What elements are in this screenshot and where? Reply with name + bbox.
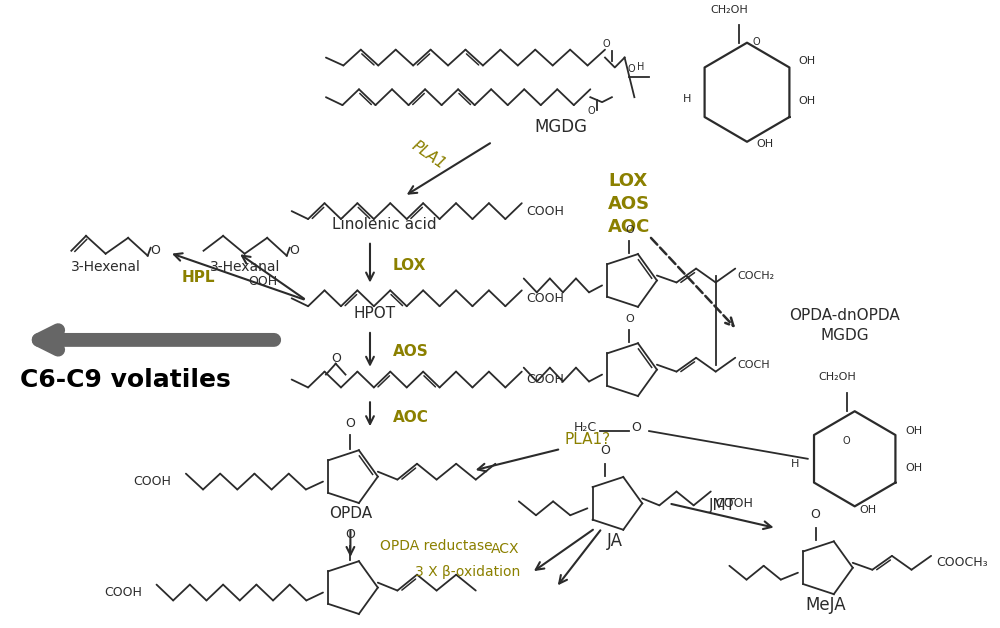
Text: O: O bbox=[628, 65, 635, 75]
Text: O: O bbox=[151, 244, 161, 257]
Text: COOH: COOH bbox=[133, 475, 171, 488]
Text: OH: OH bbox=[757, 139, 774, 149]
Text: O: O bbox=[631, 421, 641, 434]
Text: PLA1: PLA1 bbox=[409, 139, 449, 173]
Text: CH₂OH: CH₂OH bbox=[818, 372, 856, 382]
Text: O: O bbox=[331, 352, 341, 365]
Text: OOH: OOH bbox=[248, 276, 277, 288]
Text: COCH₂: COCH₂ bbox=[737, 271, 774, 281]
Text: O: O bbox=[587, 106, 595, 116]
Text: OPDA reductase: OPDA reductase bbox=[380, 539, 492, 553]
Text: MGDG: MGDG bbox=[534, 118, 587, 136]
Text: OH: OH bbox=[860, 506, 877, 516]
Text: COOH: COOH bbox=[716, 497, 754, 510]
Text: OH: OH bbox=[906, 426, 923, 436]
Text: JA: JA bbox=[607, 532, 623, 550]
Text: O: O bbox=[345, 417, 355, 430]
Text: LOX: LOX bbox=[608, 172, 647, 190]
Text: COOCH₃: COOCH₃ bbox=[936, 556, 988, 570]
Text: COOH: COOH bbox=[527, 205, 565, 218]
Text: H₂C: H₂C bbox=[574, 421, 597, 434]
Text: 3 X β-oxidation: 3 X β-oxidation bbox=[415, 565, 520, 578]
Text: CH₂OH: CH₂OH bbox=[711, 5, 748, 15]
Text: O: O bbox=[600, 444, 610, 457]
Text: C6-C9 volatiles: C6-C9 volatiles bbox=[20, 367, 231, 391]
Text: Linolenic acid: Linolenic acid bbox=[332, 217, 437, 232]
Text: AOC: AOC bbox=[393, 409, 428, 425]
Text: OH: OH bbox=[798, 96, 815, 106]
Text: PLA1?: PLA1? bbox=[565, 432, 611, 447]
Text: COOH: COOH bbox=[527, 373, 565, 386]
Text: LOX: LOX bbox=[393, 258, 426, 273]
Text: HPL: HPL bbox=[182, 271, 215, 286]
Text: O: O bbox=[811, 508, 820, 521]
Text: MGDG: MGDG bbox=[821, 328, 869, 343]
Text: H: H bbox=[637, 62, 645, 72]
Text: H: H bbox=[683, 94, 692, 104]
Text: O: O bbox=[602, 39, 610, 48]
Text: JMT: JMT bbox=[709, 498, 736, 513]
Text: O: O bbox=[625, 225, 634, 235]
Text: O: O bbox=[345, 528, 355, 541]
Text: 3-Hexanal: 3-Hexanal bbox=[209, 259, 280, 274]
Text: OH: OH bbox=[906, 463, 923, 473]
Text: O: O bbox=[843, 436, 851, 446]
Text: COOH: COOH bbox=[527, 292, 565, 305]
Text: O: O bbox=[625, 314, 634, 324]
Text: MeJA: MeJA bbox=[805, 597, 846, 614]
Text: AOC: AOC bbox=[608, 218, 650, 236]
Text: COOH: COOH bbox=[104, 586, 142, 599]
Text: COCH: COCH bbox=[737, 360, 770, 370]
Text: ACX: ACX bbox=[491, 542, 520, 556]
Text: AOS: AOS bbox=[608, 195, 650, 213]
Text: 3-Hexenal: 3-Hexenal bbox=[71, 259, 141, 274]
Text: O: O bbox=[290, 244, 300, 257]
Text: OPDA: OPDA bbox=[329, 506, 372, 521]
Text: OPDA-dnOPDA: OPDA-dnOPDA bbox=[790, 308, 900, 323]
Text: HPOT: HPOT bbox=[354, 306, 396, 321]
Text: H: H bbox=[791, 458, 799, 468]
Text: OH: OH bbox=[798, 57, 815, 67]
Text: AOS: AOS bbox=[393, 344, 428, 359]
Text: O: O bbox=[753, 36, 761, 46]
